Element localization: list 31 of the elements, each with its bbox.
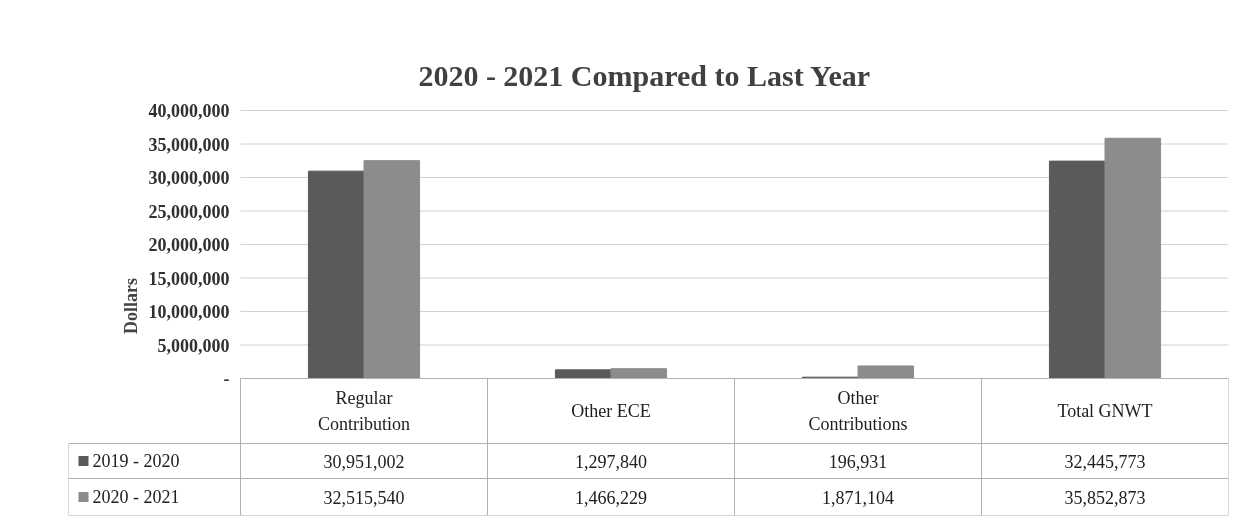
legend-label: 2019 - 2020 xyxy=(92,451,180,471)
bar xyxy=(857,365,915,379)
y-axis-title: Dollars xyxy=(120,278,141,334)
y-tick-label: 25,000,000 xyxy=(148,201,230,222)
y-tick-label: 5,000,000 xyxy=(157,335,230,356)
x-tick-label: Other ECE xyxy=(571,401,651,421)
y-tick-label: 15,000,000 xyxy=(148,268,230,289)
bar xyxy=(363,160,421,379)
text: 1,297,840 xyxy=(575,451,647,472)
text: 35,852,873 xyxy=(1064,487,1146,508)
y-tick-label: 20,000,000 xyxy=(148,235,230,255)
x-tick-label: Other Contributions xyxy=(808,388,908,434)
bar xyxy=(1048,160,1106,379)
legend-label: 2020 - 2021 xyxy=(92,487,180,507)
bar xyxy=(1104,137,1162,379)
bar xyxy=(307,170,365,379)
text: 196,931 xyxy=(828,451,888,472)
text: 30,951,002 xyxy=(323,451,405,472)
y-tick-label: 35,000,000 xyxy=(148,134,230,155)
x-tick-label: Regular Contribution xyxy=(318,388,411,434)
y-tick-label: 40,000,000 xyxy=(148,101,230,121)
x-tick-label: Total GNWT xyxy=(1057,401,1153,421)
text: 32,445,773 xyxy=(1064,451,1146,472)
chart-title: 2020 - 2021 Compared to Last Year xyxy=(418,58,871,92)
y-tick-label: 30,000,000 xyxy=(148,168,230,188)
text: 32,515,540 xyxy=(323,487,405,508)
y-tick-label: - xyxy=(223,369,230,389)
text: 1,871,104 xyxy=(822,487,894,508)
y-tick-label: 10,000,000 xyxy=(148,302,230,322)
bar xyxy=(610,368,668,379)
text: 1,466,229 xyxy=(575,487,647,508)
